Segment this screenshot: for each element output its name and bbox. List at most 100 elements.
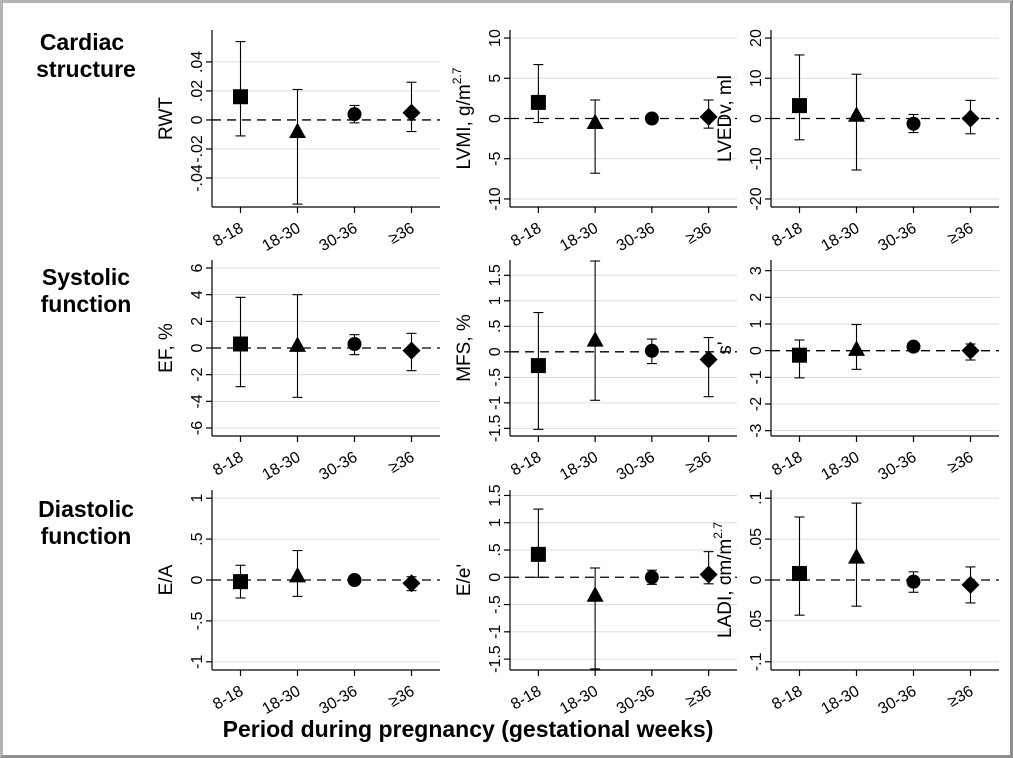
row-title-2-line-0: Diastolic xyxy=(38,496,134,522)
y-axis-title: MFS, % xyxy=(454,314,475,382)
marker-circle xyxy=(347,573,362,587)
y-tick-label: -2 xyxy=(189,367,206,381)
y-axis-title-text: RWT xyxy=(156,97,177,140)
y-tick-label: 1 xyxy=(189,494,206,503)
x-tick-label: ≥36 xyxy=(945,449,977,477)
y-tick-label: .05 xyxy=(748,610,765,632)
x-tick-label: 30-36 xyxy=(317,220,361,255)
x-tick-label: 30-36 xyxy=(317,449,361,484)
y-tick-label: -.1 xyxy=(748,652,765,671)
y-tick-label: -3 xyxy=(748,423,765,437)
marker-square xyxy=(233,336,248,352)
y-tick-label: -1 xyxy=(748,370,765,384)
marker-diamond xyxy=(699,107,718,126)
y-axis-title: s' xyxy=(715,341,736,354)
x-tick-label: 8-18 xyxy=(210,220,246,251)
y-tick-label: 6 xyxy=(189,263,206,272)
marker-triangle xyxy=(586,586,604,602)
y-tick-label: -1 xyxy=(189,655,206,669)
marker-square xyxy=(530,546,546,562)
marker-diamond xyxy=(699,350,718,369)
y-tick-label: 10 xyxy=(748,69,765,87)
y-tick-label: 10 xyxy=(487,29,504,47)
row-title-1-line-0: Systolic xyxy=(42,264,130,290)
y-tick-label: -1 xyxy=(487,625,504,639)
y-tick-label: .05 xyxy=(748,528,765,550)
x-tick-label: ≥36 xyxy=(683,220,715,248)
panels: -.04-.020.02.048-18 18-30 30-36 ≥36RWT-10-5… xyxy=(156,29,999,718)
marker-diamond xyxy=(961,341,980,360)
marker-diamond xyxy=(402,574,421,593)
x-tick-label: 8-18 xyxy=(210,449,246,480)
row-title-1-line-1: function xyxy=(41,291,132,317)
x-tick-label: 18-30 xyxy=(819,683,863,718)
x-tick-label: 18-30 xyxy=(819,220,863,255)
y-tick-label: .1 xyxy=(748,491,765,504)
y-tick-label: -1.5 xyxy=(487,414,504,442)
y-tick-label: -.02 xyxy=(189,135,206,163)
marker-square xyxy=(530,358,546,374)
y-tick-label: -.04 xyxy=(189,164,206,192)
marker-triangle xyxy=(848,340,865,356)
y-axis-title: EF, % xyxy=(156,323,177,373)
y-tick-label: 0 xyxy=(748,346,765,355)
marker-circle xyxy=(906,339,921,354)
y-tick-label: -5 xyxy=(487,152,504,166)
x-tick-label: ≥36 xyxy=(945,683,977,711)
y-tick-label: 20 xyxy=(748,29,765,47)
x-tick-label: 18-30 xyxy=(557,683,601,718)
x-tick-label: 8-18 xyxy=(508,449,544,480)
y-axis-title-text: E/e' xyxy=(454,564,475,596)
y-axis-title: E/A xyxy=(156,564,177,595)
marker-triangle xyxy=(848,548,865,564)
marker-circle xyxy=(906,116,921,131)
marker-square xyxy=(792,98,807,114)
y-axis-title-text: s' xyxy=(715,341,736,354)
marker-circle xyxy=(644,111,659,126)
marker-triangle xyxy=(289,566,306,583)
y-tick-label: 0 xyxy=(189,575,206,584)
x-tick-label: 30-36 xyxy=(876,683,920,718)
y-tick-label: -1 xyxy=(487,396,504,410)
x-tick-label: 8-18 xyxy=(769,220,805,251)
y-tick-label: .02 xyxy=(189,80,206,102)
y-tick-label: 0 xyxy=(487,347,504,356)
marker-triangle xyxy=(586,113,604,130)
y-axis-title-text: LVEDv, ml xyxy=(715,75,736,162)
y-axis-title-text: LVMI, g/m xyxy=(454,84,475,169)
panel-0: -.04-.02 0 .02 .04 8-18 18-30 30-36 ≥36 RWT xyxy=(156,30,440,255)
x-tick-label: 8-18 xyxy=(769,449,805,480)
x-tick-label: ≥36 xyxy=(945,220,977,248)
y-tick-label: 3 xyxy=(748,266,765,275)
panel-2: -20 -10 0 10 20 8-18 18-30 30-36 ≥36 LVEDv, ml xyxy=(715,29,999,255)
x-tick-label: 18-30 xyxy=(260,449,304,484)
x-tick-label: 8-18 xyxy=(769,683,805,714)
x-tick-label: ≥36 xyxy=(386,220,418,248)
marker-diamond xyxy=(402,103,421,122)
x-tick-label: 30-36 xyxy=(876,220,920,255)
y-tick-label: .04 xyxy=(189,51,206,73)
y-tick-label: 1 xyxy=(487,518,504,527)
y-axis-title-text: EF, % xyxy=(156,323,177,373)
marker-square xyxy=(792,565,807,581)
row-title-0-line-0: Cardiac xyxy=(40,29,125,55)
x-tick-label: ≥36 xyxy=(683,683,715,711)
marker-circle xyxy=(347,337,362,351)
marker-triangle xyxy=(586,331,604,347)
y-tick-label: -.5 xyxy=(189,611,206,630)
y-tick-label: .5 xyxy=(189,532,206,545)
y-tick-label: -4 xyxy=(189,394,206,408)
x-tick-label: 18-30 xyxy=(819,449,863,484)
x-tick-label: 18-30 xyxy=(260,220,304,255)
y-tick-label: -6 xyxy=(189,421,206,435)
x-tick-label: ≥36 xyxy=(683,449,715,477)
y-tick-label: .5 xyxy=(487,543,504,556)
marker-circle xyxy=(644,343,659,358)
marker-square xyxy=(792,347,807,363)
y-tick-label: .5 xyxy=(487,320,504,333)
y-tick-label: 2 xyxy=(748,293,765,302)
y-axis-title: E/e' xyxy=(454,564,475,596)
y-tick-label: 0 xyxy=(748,114,765,123)
